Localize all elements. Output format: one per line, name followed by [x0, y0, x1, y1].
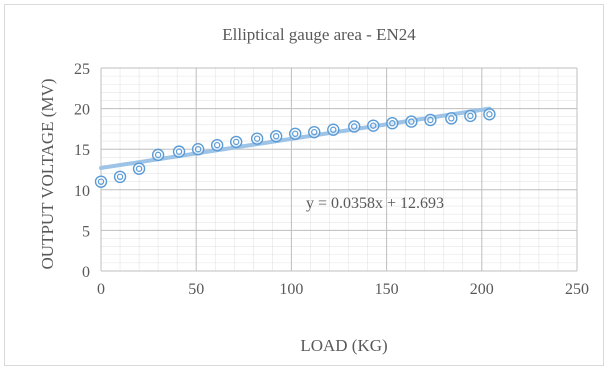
data-point	[327, 123, 340, 136]
data-point	[483, 108, 496, 121]
y-tick-label: 5	[82, 223, 90, 240]
x-tick-label: 50	[188, 281, 204, 298]
x-tick-label: 200	[470, 281, 494, 298]
x-axis-tick-labels: 0 50 100 150 200 250	[97, 281, 589, 298]
data-point	[191, 142, 205, 156]
data-point	[132, 162, 146, 175]
chart-title: Elliptical gauge area - EN24	[222, 25, 416, 44]
chart-area: Elliptical gauge area - EN24 0 50 100 150 20…	[4, 4, 604, 366]
data-point	[289, 127, 302, 140]
major-gridlines	[100, 67, 578, 272]
x-tick-label: 250	[565, 281, 589, 298]
x-tick-label: 100	[279, 281, 303, 298]
data-point	[269, 130, 283, 143]
x-tick-label: 150	[375, 281, 399, 298]
data-point	[405, 115, 418, 128]
scatter-chart: Elliptical gauge area - EN24 0 50 100 150 20…	[38, 25, 589, 355]
data-point	[386, 117, 399, 130]
y-tick-label: 15	[74, 142, 90, 159]
data-point	[424, 113, 437, 127]
y-tick-label: 25	[74, 61, 90, 78]
data-point	[151, 148, 165, 162]
data-point	[113, 170, 127, 184]
y-tick-label: 10	[74, 183, 90, 200]
data-point	[229, 135, 243, 149]
minor-gridlines	[100, 67, 578, 272]
y-axis-label: OUTPUT VOLTAGE (MV)	[38, 79, 57, 270]
data-point	[348, 120, 361, 133]
data-point	[308, 125, 321, 139]
data-point	[445, 112, 458, 125]
y-tick-label: 20	[74, 102, 90, 119]
data-point	[94, 175, 108, 188]
data-point	[464, 109, 477, 123]
y-tick-label: 0	[82, 264, 90, 281]
trendline-equation: y = 0.0358x + 12.693	[306, 195, 444, 212]
data-point	[367, 119, 380, 132]
x-axis-label: LOAD (KG)	[300, 336, 387, 355]
data-point	[210, 138, 224, 152]
data-point	[172, 145, 186, 158]
data-points	[94, 108, 496, 188]
data-point	[250, 132, 264, 145]
x-tick-label: 0	[97, 281, 105, 298]
y-axis-tick-labels: 0 5 10 15 20 25	[74, 61, 90, 281]
